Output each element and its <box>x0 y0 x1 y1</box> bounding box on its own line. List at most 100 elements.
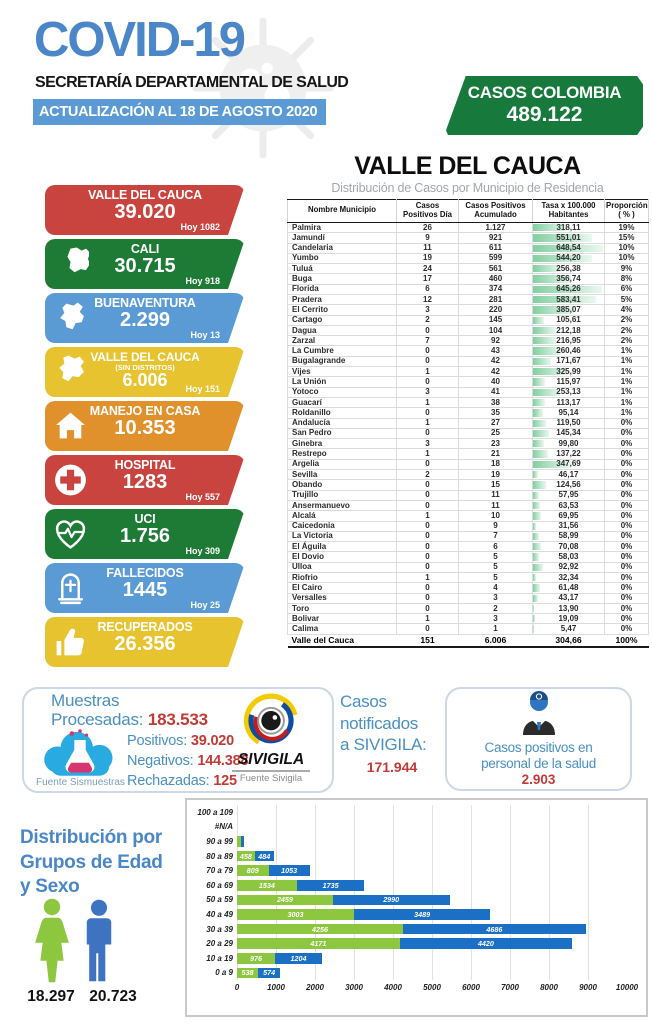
column-header: Tasa x 100.000 Habitantes <box>532 199 605 223</box>
sivigila-source: Fuente Sivigila <box>239 773 303 784</box>
cell-proporcion: 0% <box>604 623 649 635</box>
cell-casos-dia: 3 <box>396 438 459 450</box>
chart-row-40-a-49: 40 a 49 3003 3489 <box>187 907 646 922</box>
cell-proporcion: 0% <box>604 571 649 584</box>
bar-segment-mujeres: 809 <box>237 865 269 876</box>
cell-casos-acumulado: 42 <box>458 366 533 378</box>
table-row: Calima 0 1 5,47 0% <box>287 623 649 635</box>
cell-municipio: Calima <box>287 623 397 635</box>
cell-casos-acumulado: 145 <box>458 314 533 326</box>
tasa-data-bar <box>533 378 546 386</box>
cell-proporcion: 0% <box>604 448 649 460</box>
cell-casos-acumulado: 374 <box>458 283 533 295</box>
table-row: La Victoria 0 7 58,99 0% <box>287 530 649 543</box>
cell-casos-acumulado: 3 <box>458 592 533 604</box>
cell-municipio: Candelaria <box>287 242 397 254</box>
cell-tasa: 95,14 <box>532 407 605 419</box>
cell-municipio: Guacarí <box>287 396 397 409</box>
cell-casos-dia: 0 <box>396 592 459 604</box>
table-row: Ginebra 3 23 99,80 0% <box>287 438 649 450</box>
cell-casos-acumulado: 281 <box>458 293 533 306</box>
cell-proporcion: 0% <box>604 592 649 604</box>
health-staff-label-line2: personal de la salud <box>481 755 596 771</box>
cell-casos-acumulado: 42 <box>458 355 533 368</box>
house-icon <box>52 408 89 445</box>
cell-tasa: 58,03 <box>532 551 605 563</box>
tasa-data-bar <box>533 543 541 551</box>
x-axis-tick: 6000 <box>462 983 480 993</box>
tasa-data-bar <box>533 419 546 427</box>
bar-segment-hombres: 4420 <box>399 938 573 949</box>
colombia-cases-value: 489.122 <box>506 103 583 126</box>
summary-card-fallecidos: FALLECIDOS 1445 Hoy 25 <box>45 563 245 613</box>
cell-tasa: 325,99 <box>532 366 605 378</box>
tasa-data-bar <box>533 512 541 520</box>
table-row: Bugalagrande 0 42 171,67 1% <box>287 355 649 368</box>
bar-track: 976 1204 <box>237 950 627 966</box>
cell-casos-dia: 0 <box>396 602 459 615</box>
samples-processed-value: 183.533 <box>147 709 208 729</box>
cell-casos-acumulado: 104 <box>458 324 533 337</box>
card-value: 1445 <box>122 579 168 602</box>
cell-casos-dia: 0 <box>396 623 459 635</box>
samples-panel: Muestras Procesadas: 183.533 Positivos: … <box>22 687 334 793</box>
bar-track: 809 1053 <box>237 863 627 878</box>
bar-segment-mujeres: 4256 <box>237 923 403 935</box>
summary-cards: VALLE DEL CAUCA 39.020 Hoy 1082 CALI 30.715 H… <box>45 185 245 671</box>
cell-tasa: 171,67 <box>532 355 605 368</box>
tasa-data-bar <box>533 337 557 345</box>
notified-line1: Casos <box>340 692 387 711</box>
cell-proporcion: 1% <box>604 407 649 419</box>
x-axis-tick: 1000 <box>267 983 285 993</box>
notified-line2: notificados <box>340 713 418 733</box>
tasa-data-bar <box>533 368 569 376</box>
cell-casos-dia: 0 <box>396 324 459 337</box>
cell-municipio: Ginebra <box>287 438 397 450</box>
table-row: El Águila 0 6 70,08 0% <box>287 541 649 553</box>
cell-casos-dia: 3 <box>396 386 459 398</box>
bar-track: 3003 3489 <box>237 907 627 922</box>
cell-municipio: Pradera <box>287 293 397 306</box>
age-group-label: 70 a 79 <box>206 866 233 876</box>
cell-municipio: El Águila <box>287 541 397 553</box>
card-title: FALLECIDOS <box>106 566 184 580</box>
cell-casos-dia: 0 <box>396 345 459 357</box>
chart-row-20-a-29: 20 a 29 4171 4420 <box>187 936 646 951</box>
age-sex-title: Distribución por Grupos de Edad y Sexo <box>20 826 163 900</box>
cell-municipio: El Cerrito <box>287 304 397 316</box>
age-sex-section: Distribución por Grupos de Edad y Sexo 1… <box>0 798 652 1024</box>
tasa-data-bar <box>533 532 540 541</box>
tasa-data-bar <box>533 398 546 407</box>
bar-track: 4256 4686 <box>237 921 627 937</box>
cell-proporcion: 10% <box>604 242 649 254</box>
bar-segment-mujeres: 3003 <box>237 909 355 920</box>
tasa-data-bar <box>533 481 547 489</box>
sample-stat-line: Rechazadas: 125 <box>127 771 248 791</box>
health-staff-label-line1: Casos positivos en <box>484 740 593 755</box>
cell-municipio: Toro <box>287 602 397 615</box>
cell-tasa: 544,20 <box>532 252 605 265</box>
map-buenaventura-icon <box>52 300 89 337</box>
age-group-label: 20 a 29 <box>206 939 233 949</box>
card-today-value: Hoy 13 <box>190 330 220 340</box>
cell-casos-dia: 0 <box>396 541 459 553</box>
table-row: Florida 6 374 645,26 6% <box>287 283 649 295</box>
cell-casos-dia: 6 <box>396 283 459 295</box>
card-title: MANEJO EN CASA <box>89 404 201 418</box>
card-value: 30.715 <box>114 255 176 278</box>
cell-municipio: Vijes <box>287 366 397 378</box>
cell-casos-dia: 1 <box>396 366 459 378</box>
bar-segment-mujeres: 2459 <box>237 894 333 906</box>
cell-municipio: Buga <box>287 273 397 285</box>
cell-municipio: La Unión <box>287 376 397 388</box>
notified-cases-block: Casos notificados a SIVIGILA: 171.944 <box>340 691 444 775</box>
cell-municipio: Cartago <box>287 314 397 326</box>
summary-card-valle-del-cauca: VALLE DEL CAUCA 39.020 Hoy 1082 <box>45 185 245 235</box>
tasa-data-bar <box>533 326 556 335</box>
cell-proporcion: 1% <box>604 376 649 388</box>
bar-track <box>237 819 627 835</box>
cell-proporcion: 0% <box>604 551 649 563</box>
cell-proporcion: 0% <box>604 438 649 450</box>
cell-casos-acumulado: 5 <box>458 561 533 574</box>
cell-tasa: 31,56 <box>532 520 605 532</box>
